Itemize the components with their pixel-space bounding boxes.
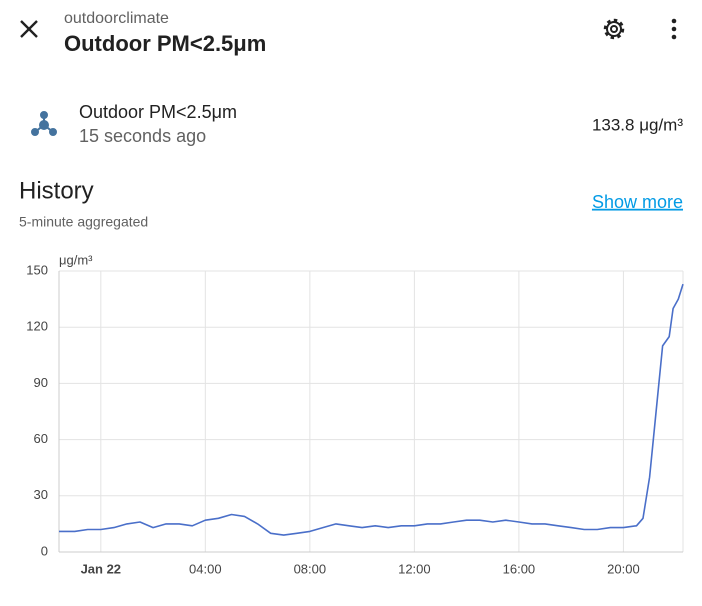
close-button[interactable] <box>20 20 38 38</box>
data-line <box>59 283 684 536</box>
y-unit: μg/m³ <box>59 252 93 267</box>
x-tick-label: Jan 22 <box>81 561 121 576</box>
y-tick-label: 60 <box>34 431 48 446</box>
entity-updated: 15 seconds ago <box>79 126 206 146</box>
x-tick-label: 12:00 <box>398 561 431 576</box>
history-title: History <box>19 177 94 204</box>
show-more-link[interactable]: Show more <box>592 192 683 212</box>
header-title: Outdoor PM<2.5μm <box>64 31 266 56</box>
entity-state: 133.8 μg/m³ <box>592 115 683 134</box>
y-tick-label: 90 <box>34 375 48 390</box>
history-subtitle: 5-minute aggregated <box>19 214 148 230</box>
y-tick-label: 30 <box>34 487 48 502</box>
y-tick-label: 150 <box>26 262 48 277</box>
entity-name: Outdoor PM<2.5μm <box>79 102 237 122</box>
y-tick-label: 0 <box>41 543 48 558</box>
header-subtitle: outdoorclimate <box>64 10 169 27</box>
settings-button[interactable] <box>603 18 625 40</box>
x-tick-label: 08:00 <box>294 561 327 576</box>
entity-icon <box>31 111 57 136</box>
menu-button[interactable] <box>671 18 677 40</box>
x-tick-label: 16:00 <box>503 561 536 576</box>
y-tick-label: 120 <box>26 319 48 334</box>
x-tick-label: 20:00 <box>607 561 640 576</box>
x-tick-label: 04:00 <box>189 561 222 576</box>
